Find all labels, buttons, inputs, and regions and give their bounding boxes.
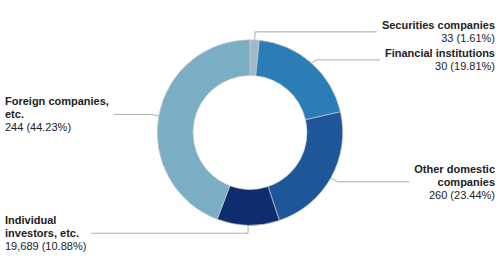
svg-text:33 (1.61%): 33 (1.61%) xyxy=(441,32,495,44)
svg-text:19,689 (10.88%): 19,689 (10.88%) xyxy=(5,240,86,252)
svg-text:companies: companies xyxy=(438,176,495,188)
svg-text:etc.: etc. xyxy=(5,108,24,120)
svg-text:Foreign companies,: Foreign companies, xyxy=(5,95,109,107)
svg-text:Financial institutions: Financial institutions xyxy=(385,47,495,59)
svg-text:260 (23.44%): 260 (23.44%) xyxy=(429,189,495,201)
svg-text:Individual: Individual xyxy=(5,214,56,226)
svg-text:Other domestic: Other domestic xyxy=(414,163,495,175)
svg-text:investors, etc.: investors, etc. xyxy=(5,227,79,239)
svg-text:30 (19.81%): 30 (19.81%) xyxy=(435,60,495,72)
svg-text:244 (44.23%): 244 (44.23%) xyxy=(5,121,71,133)
svg-text:Securities companies: Securities companies xyxy=(382,19,495,31)
